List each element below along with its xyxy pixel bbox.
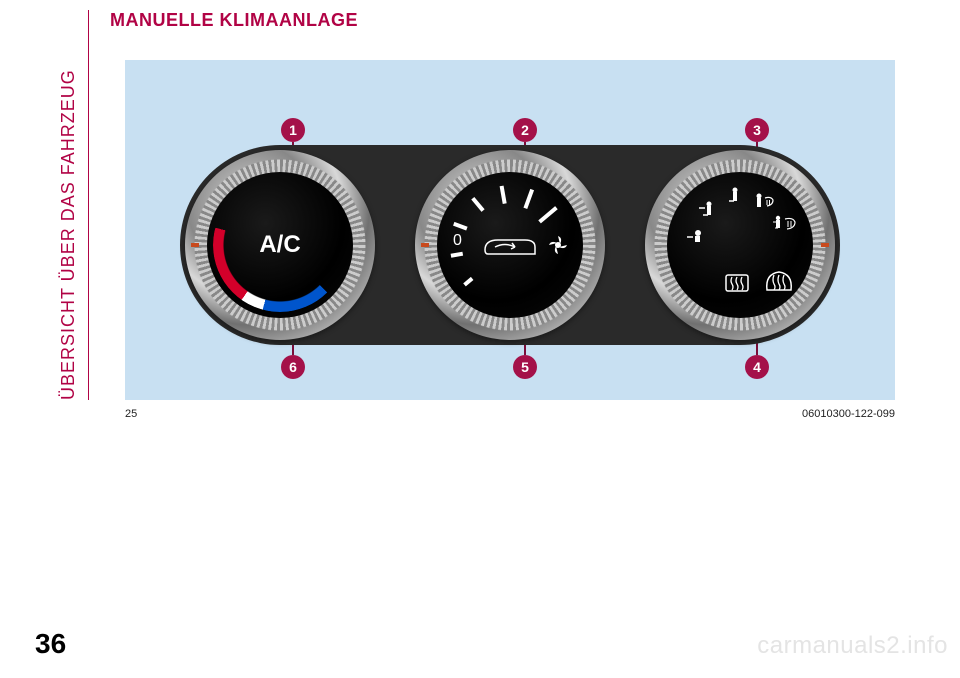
sidebar-divider <box>88 10 89 400</box>
fan-tick <box>471 197 484 212</box>
callout-badge-2: 2 <box>513 118 537 142</box>
figure-number: 25 <box>125 408 137 420</box>
callout-badge-1: 1 <box>281 118 305 142</box>
mode-dial <box>645 150 835 340</box>
dial3-indicator <box>821 243 829 247</box>
callout-badge-5: 5 <box>513 355 537 379</box>
mode-face-feet-defrost-icon <box>773 214 797 232</box>
dial-ridges <box>645 150 835 340</box>
page-heading: MANUELLE KLIMAANLAGE <box>110 10 358 31</box>
figure-container: A/C 0 <box>125 60 895 400</box>
fan-tick <box>453 222 468 231</box>
fan-icon <box>547 234 569 256</box>
climate-control-figure: A/C 0 <box>125 60 895 400</box>
callout-badge-3: 3 <box>745 118 769 142</box>
page-number: 36 <box>35 628 66 660</box>
dial1-indicator <box>191 243 199 247</box>
callout-badge-4: 4 <box>745 355 769 379</box>
watermark: carmanuals2.info <box>757 632 948 660</box>
control-panel: A/C 0 <box>180 145 840 345</box>
mode-feet-icon <box>725 186 743 204</box>
rear-defrost-icon <box>723 272 751 294</box>
fan-tick <box>463 277 473 286</box>
fan-zero-label: 0 <box>453 232 462 250</box>
figure-caption-row: 25 06010300-122-099 <box>125 408 895 420</box>
fan-tick <box>451 252 464 258</box>
fan-tick <box>523 189 534 209</box>
ac-label: A/C <box>259 231 300 259</box>
recirculation-icon <box>480 230 540 260</box>
mode-feet-defrost-icon <box>753 192 775 210</box>
temperature-dial: A/C <box>185 150 375 340</box>
sidebar-section-label: ÜBERSICHT ÜBER DAS FAHRZEUG <box>58 10 88 400</box>
fan-dial: 0 <box>415 150 605 340</box>
fan-tick <box>500 186 507 204</box>
fan-tick <box>538 206 557 223</box>
figure-ref-code: 06010300-122-099 <box>802 408 895 420</box>
dial2-indicator <box>421 243 429 247</box>
mode-face-icon <box>685 228 705 244</box>
callout-badge-6: 6 <box>281 355 305 379</box>
front-defrost-icon <box>763 268 795 294</box>
mode-face-feet-icon <box>697 200 717 218</box>
